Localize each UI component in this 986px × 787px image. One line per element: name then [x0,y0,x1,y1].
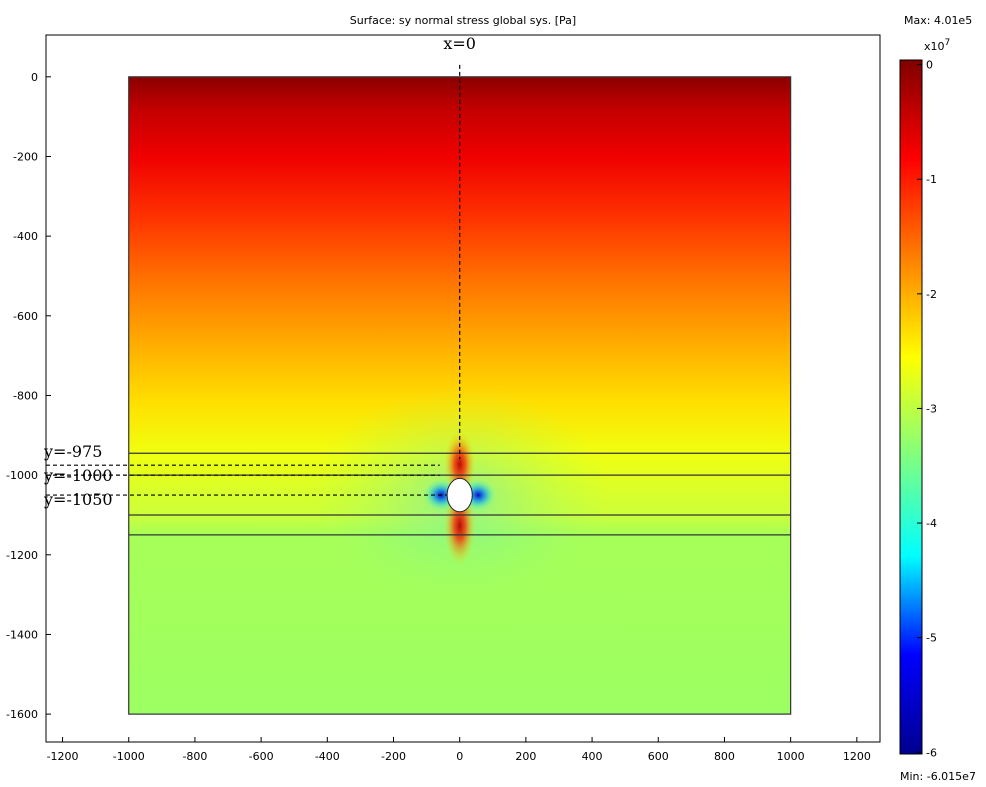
x-tick-label: 1000 [777,750,805,763]
x-tick-label: -1000 [113,750,145,763]
x-tick-label: -400 [315,750,340,763]
annotation-lines [46,64,461,496]
plot-area [46,64,792,715]
y-tick-label: -400 [13,230,38,243]
x-tick-label: 200 [515,750,536,763]
colorbar-tick-label: -5 [926,632,937,645]
x-tick-label: 1200 [843,750,871,763]
x-tick-label: -600 [249,750,274,763]
y-tick-label: -1000 [6,469,38,482]
colorbar [899,59,923,755]
plot-title: Surface: sy normal stress global sys. [P… [350,14,576,27]
colorbar-min-label: Min: -6.015e7 [900,770,976,783]
colorbar-tick-label: -1 [926,173,937,186]
y-tick-label: -1600 [6,708,38,721]
y-tick-label: -1400 [6,628,38,641]
colorbar-max-label: Max: 4.01e5 [904,14,972,27]
colorbar-tick-label: -2 [926,288,937,301]
circular-opening [446,477,473,513]
x-tick-label: 600 [648,750,669,763]
y-tick-label: -600 [13,310,38,323]
annotation-y-1050: y=-1050 [43,490,113,509]
annotation-x0: x=0 [443,34,476,53]
y-tick-label: -200 [13,150,38,163]
x-tick-label: -800 [182,750,207,763]
y-tick-label: -800 [13,389,38,402]
colorbar-exponent: x107 [924,38,950,53]
x-tick-label: 400 [582,750,603,763]
annotation-y-975: y=-975 [43,442,102,461]
y-tick-label: 0 [31,71,38,84]
colorbar-ticks: 0 -1 -2 -3 -4 -5 -6 [917,59,937,759]
colorbar-tick-label: -6 [926,746,937,759]
x-tick-label: -200 [381,750,406,763]
colorbar-tick-label: -4 [926,517,937,530]
colorbar-tick-label: -3 [926,402,937,415]
y-tick-label: -1200 [6,549,38,562]
colorbar-tick-label: 0 [926,59,933,72]
annotation-y-1000: y=-1000 [43,466,113,485]
x-tick-label: 800 [714,750,735,763]
x-tick-label: 0 [456,750,463,763]
y-axis: 0 -200 -400 -600 -800 -1000 -1200 -1400 -1600 [6,71,51,721]
domain-border [128,76,792,715]
tension-lobe-top [443,430,476,499]
x-axis: -1200 -1000 -800 -600 -400 -200 0 200 400 600 800 1… [47,737,871,763]
x-tick-label: -1200 [47,750,79,763]
